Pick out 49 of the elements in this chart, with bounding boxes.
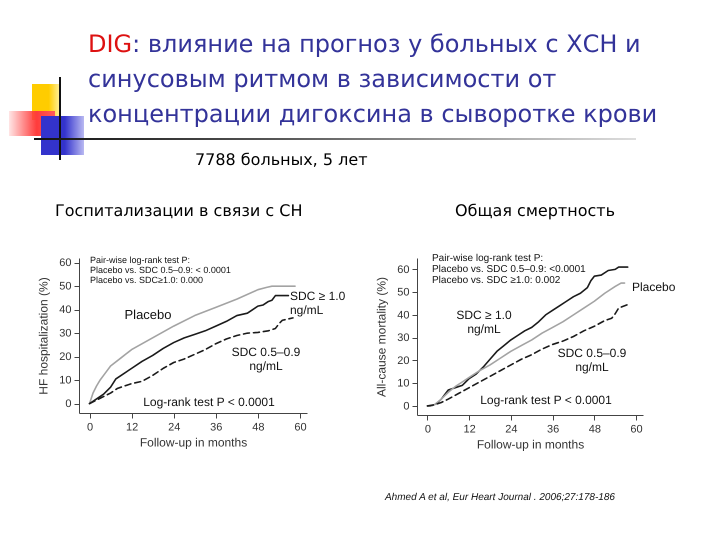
y-tick-label: 20 — [397, 354, 410, 367]
x-tick-label: 24 — [505, 424, 518, 436]
chart-title: Общая смертность — [455, 201, 616, 221]
y-tick-label: 50 — [59, 280, 72, 293]
x-tick-label: 48 — [588, 424, 601, 436]
x-axis-title: Follow-up in months — [476, 438, 584, 452]
y-tick-label: 30 — [59, 328, 72, 340]
y-tick-label: 10 — [397, 378, 410, 390]
y-tick-label: 40 — [397, 309, 410, 322]
y-axis-title: All-cause mortality (%) — [374, 276, 388, 398]
y-tick-label: 30 — [397, 332, 410, 344]
x-tick-label: 36 — [546, 424, 560, 436]
x-tick-label: 36 — [210, 422, 222, 434]
y-tick-label: 60 — [397, 264, 410, 276]
text: DIG: влияние на прогноз у больных с ХСН и синусовым ритмом в зависимости от концентрации дигоксина в сыворотке крови — [88, 29, 658, 130]
y-axis-title: HF hospitalization (%) — [36, 277, 50, 395]
x-tick-label: 60 — [294, 422, 307, 434]
annotation: Log-rank test P < 0.0001 — [143, 395, 276, 409]
series-label: SDC 0.5–0.9 ng/mL — [232, 345, 301, 373]
series-label: SDC 0.5–0.9 ng/mL — [558, 346, 627, 374]
y-tick-label: 0 — [403, 400, 410, 412]
x-axis-title: Follow-up in months — [140, 436, 248, 450]
series-label: SDC ≥ 1.0 ng/mL — [456, 308, 512, 336]
y-tick-label: 10 — [59, 374, 72, 387]
y-tick-label: 20 — [59, 351, 72, 364]
x-tick-label: 12 — [464, 424, 476, 436]
series-label: Placebo — [124, 307, 172, 322]
annotation: Pair-wise log-rank test P: — [432, 253, 544, 264]
x-tick-label: 24 — [168, 422, 180, 434]
text: 7788 больных, 5 лет — [195, 150, 368, 170]
x-tick-label: 60 — [630, 424, 643, 436]
y-tick-label: 60 — [59, 257, 72, 270]
x-tick-label: 0 — [424, 424, 431, 436]
annotation: Log-rank test P < 0.0001 — [480, 393, 612, 407]
x-tick-label: 0 — [86, 422, 94, 434]
x-tick-label: 12 — [126, 422, 138, 434]
series-label: SDC ≥ 1.0 ng/mL — [290, 289, 346, 317]
x-tick-label: 48 — [252, 422, 265, 434]
annotation: Placebo vs. SDC≥1.0: 0.000 — [90, 275, 204, 285]
annotation: Placebo vs. SDC 0.5–0.9: < 0.0001 — [90, 265, 231, 275]
annotation: Placebo vs. SDC ≥1.0: 0.002 — [432, 275, 561, 286]
y-tick-label: 0 — [65, 398, 72, 410]
annotation: Pair-wise log-rank test P: — [90, 255, 190, 265]
text: Ahmed A et al, Eur Heart Journal . 2006;27:178-186 — [384, 492, 616, 503]
chart-title: Госпитализации в связи с СН — [55, 201, 302, 221]
y-tick-label: 40 — [59, 304, 72, 316]
annotation: Placebo vs. SDC 0.5–0.9: <0.0001 — [432, 264, 586, 275]
y-tick-label: 50 — [397, 286, 410, 299]
series-label: Placebo — [632, 280, 676, 294]
